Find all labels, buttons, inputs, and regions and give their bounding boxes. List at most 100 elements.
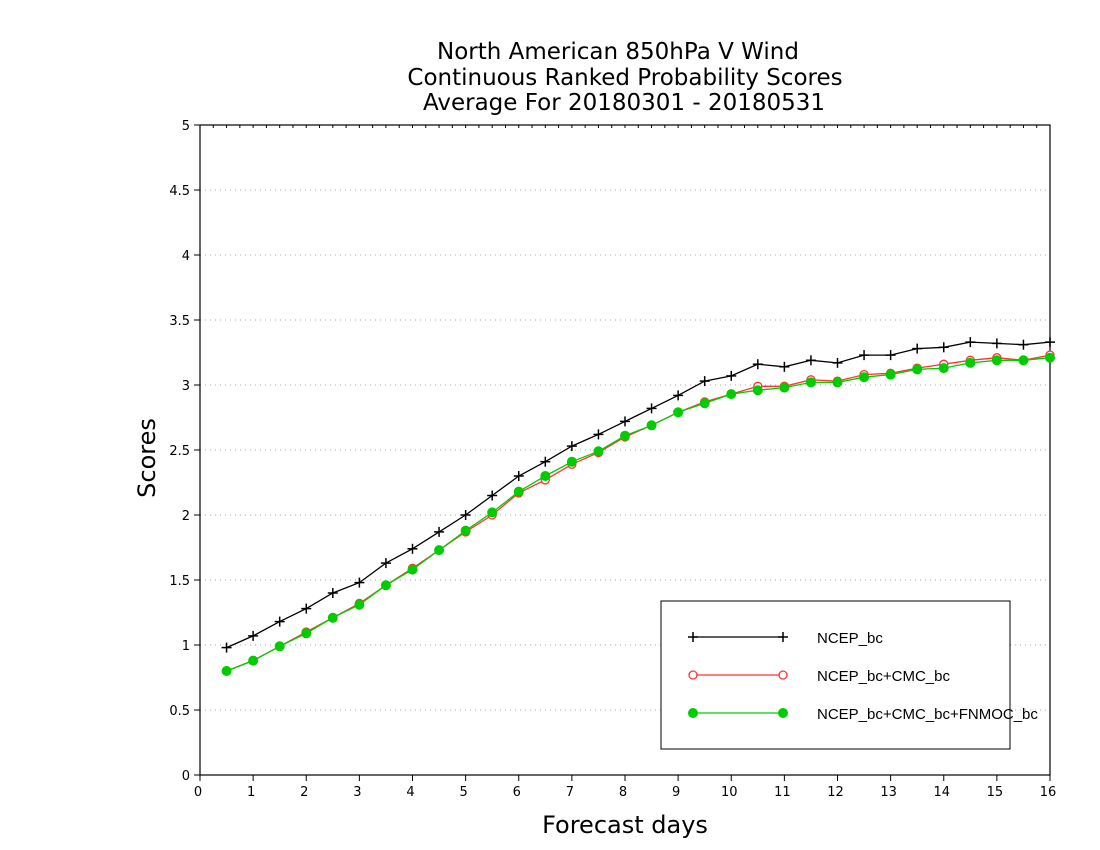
data-point: [513, 486, 524, 497]
x-tick-label: 3: [353, 785, 361, 800]
data-point: [912, 364, 923, 375]
data-point: [912, 343, 923, 354]
data-point: [726, 370, 737, 381]
data-point: [646, 420, 657, 431]
data-point: [938, 342, 949, 353]
data-point: [380, 558, 391, 569]
data-point: [407, 543, 418, 554]
data-point: [434, 545, 445, 556]
series-layer: [221, 337, 1055, 676]
series-2: [221, 352, 1055, 676]
chart-title-line-1: North American 850hPa V Wind: [437, 39, 799, 65]
x-tick-label: 2: [300, 785, 308, 800]
data-point: [832, 377, 843, 388]
series-0: [221, 337, 1055, 653]
y-tick-label: 4: [182, 249, 190, 264]
x-tick-label: 9: [672, 785, 680, 800]
data-point: [805, 355, 816, 366]
x-tick-label: 14: [933, 785, 950, 800]
x-tick-label: 16: [1040, 785, 1057, 800]
data-point: [380, 580, 391, 591]
x-tick-label: 15: [987, 785, 1004, 800]
data-point: [699, 398, 710, 409]
data-point: [593, 429, 604, 440]
data-point: [327, 588, 338, 598]
data-point: [354, 599, 365, 610]
x-tick-label: 12: [827, 785, 844, 800]
y-tick-label: 3.5: [169, 314, 190, 329]
y-tick-label: 1: [182, 639, 190, 654]
legend-label: NCEP_bc+CMC_bc: [817, 668, 950, 685]
x-tick-label: 13: [880, 785, 897, 800]
y-tick-label: 3: [182, 379, 190, 394]
series-line: [226, 341, 1051, 649]
legend-label: NCEP_bc+CMC_bc+FNMOC_bc: [817, 706, 1038, 723]
y-tick-label: 1.5: [169, 574, 190, 589]
data-point: [460, 525, 471, 536]
data-point: [354, 577, 365, 588]
x-tick-label: 7: [566, 785, 574, 800]
axes: 00.511.522.533.544.550 1 2 3 4 5 6 7 8 9 10 11 12 13 1…: [169, 119, 1056, 800]
data-point: [540, 471, 551, 481]
data-point: [859, 372, 870, 383]
x-tick-label: 0: [194, 785, 202, 800]
plot-frame: [199, 124, 1051, 776]
legend-marker: [688, 632, 698, 642]
chart-title-line-3: Average For 20180301 - 20180531: [423, 90, 825, 116]
data-point: [779, 361, 790, 372]
data-point: [1018, 339, 1029, 350]
data-point: [327, 612, 338, 623]
data-point: [965, 357, 976, 368]
data-point: [699, 376, 710, 387]
x-axis-label: Forecast days: [542, 811, 708, 839]
data-point: [513, 471, 524, 481]
data-point: [248, 655, 259, 666]
data-point: [301, 603, 312, 614]
x-tick-label: 4: [406, 785, 414, 800]
y-tick-label: 4.5: [169, 184, 190, 199]
data-point: [885, 350, 896, 361]
data-point: [221, 642, 232, 653]
legend-marker: [778, 632, 788, 642]
data-point: [248, 630, 259, 641]
data-point: [805, 377, 816, 388]
x-tick-label: 8: [619, 785, 627, 800]
x-tick-label: 5: [459, 785, 467, 800]
y-tick-label: 0.5: [169, 704, 190, 719]
data-point: [1018, 355, 1029, 366]
legend-marker: [778, 708, 788, 718]
data-point: [1045, 337, 1055, 348]
data-point: [487, 507, 498, 518]
data-point: [566, 456, 577, 467]
data-point: [434, 526, 445, 537]
data-point: [1045, 352, 1055, 363]
x-tick-label: 11: [774, 785, 791, 800]
y-tick-label: 2: [182, 509, 190, 524]
data-point: [274, 616, 285, 627]
data-point: [593, 446, 604, 457]
y-tick-label: 0: [182, 769, 190, 784]
data-point: [752, 385, 763, 396]
y-tick-label: 5: [182, 119, 190, 134]
legend-marker: [778, 670, 788, 680]
y-axis-label: Scores: [133, 418, 161, 498]
legend-marker: [688, 708, 698, 718]
x-tick-label: 10: [721, 785, 738, 800]
chart-title-line-2: Continuous Ranked Probability Scores: [407, 65, 842, 91]
data-point: [991, 338, 1002, 349]
data-point: [221, 666, 232, 676]
y-tick-label: 2.5: [169, 444, 190, 459]
data-point: [938, 363, 949, 374]
x-tick-label: 1: [247, 785, 255, 800]
data-point: [991, 355, 1002, 366]
data-point: [726, 389, 737, 400]
legend: NCEP_bc NCEP_bc+CMC_bc NCEP_bc+CMC_bc+FNMO…: [660, 600, 1038, 750]
data-point: [885, 369, 896, 380]
data-point: [407, 564, 418, 575]
data-point: [965, 337, 976, 348]
data-point: [487, 490, 498, 501]
data-point: [832, 357, 843, 368]
data-point: [566, 441, 577, 452]
data-point: [274, 641, 285, 652]
